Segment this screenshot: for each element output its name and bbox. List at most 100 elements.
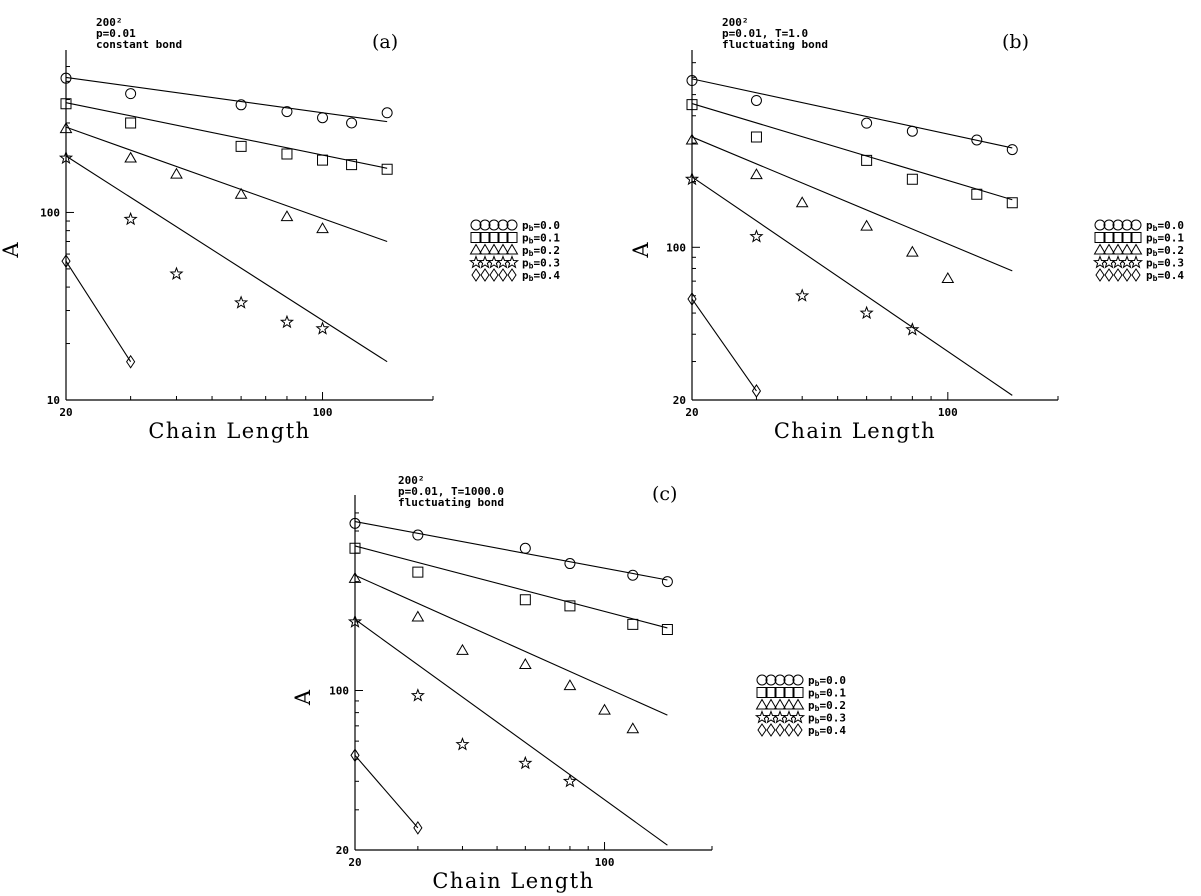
data-point-diamond — [350, 748, 360, 763]
legend-marker-circle — [506, 219, 518, 231]
legend-marker-circle — [470, 219, 482, 231]
legend-marker-triangle — [1129, 243, 1143, 255]
legend-marker-triangle — [487, 243, 501, 255]
legend-marker-circle — [488, 219, 500, 231]
data-point-square — [125, 117, 137, 129]
legend-marker-star — [772, 710, 788, 724]
legend-marker-star — [495, 255, 511, 269]
legend-marker-star — [790, 710, 806, 724]
x-tick-label: 20 — [685, 406, 698, 419]
legend-marker-circle — [1130, 219, 1142, 231]
data-point-star — [58, 150, 74, 165]
data-point-circle — [661, 576, 673, 588]
data-point-star — [455, 737, 470, 751]
y-tick-label: 10 — [47, 394, 60, 407]
fit-line-star — [65, 155, 388, 363]
legend-marker-circle — [1112, 219, 1124, 231]
data-point-circle — [1006, 144, 1018, 156]
data-point-triangle — [563, 679, 577, 691]
data-point-circle — [686, 75, 698, 87]
data-point-triangle — [124, 151, 137, 163]
annotation-line: 200² — [722, 16, 749, 29]
data-point-triangle — [170, 167, 183, 179]
legend-label: pb=0.4 — [522, 269, 560, 283]
data-point-circle — [412, 529, 424, 541]
x-axis-label: Chain Length — [432, 869, 594, 893]
data-point-square — [971, 188, 983, 200]
data-point-square — [861, 154, 873, 166]
data-point-triangle — [280, 210, 294, 222]
data-point-triangle — [316, 222, 329, 234]
fit-line-circle — [354, 521, 668, 581]
data-point-square — [381, 163, 393, 175]
data-point-star — [169, 266, 184, 280]
data-point-star — [795, 288, 810, 302]
data-point-triangle — [685, 133, 699, 145]
data-point-square — [281, 148, 293, 160]
y-axis-label: A — [629, 242, 653, 259]
data-point-square — [519, 594, 531, 606]
legend-marker-diamond — [1131, 268, 1141, 282]
panel-label: (b) — [1002, 31, 1029, 53]
data-point-circle — [281, 106, 293, 118]
data-point-star — [279, 314, 295, 329]
annotation-line: constant bond — [96, 38, 182, 51]
data-point-triangle — [795, 196, 809, 208]
x-tick-label: 20 — [348, 856, 361, 869]
legend-label: pb=0.3 — [808, 712, 846, 726]
data-point-square — [235, 140, 247, 152]
data-point-circle — [564, 558, 576, 570]
legend-marker-diamond — [507, 268, 517, 282]
data-point-circle — [381, 107, 393, 119]
data-point-triangle — [234, 187, 248, 199]
legend-label: pb=0.2 — [1146, 244, 1184, 258]
legend-marker-triangle — [478, 243, 492, 255]
legend-marker-triangle — [764, 698, 778, 710]
y-axis-label: A — [0, 242, 23, 259]
legend-marker-diamond — [784, 723, 794, 737]
legend-marker-diamond — [757, 723, 767, 737]
data-point-square — [564, 600, 576, 612]
data-point-triangle — [59, 122, 73, 134]
legend-marker-triangle — [1111, 243, 1125, 255]
legend-marker-diamond — [1122, 268, 1132, 282]
legend: pb=0.0pb=0.1pb=0.2pb=0.3pb=0.4 — [1092, 219, 1184, 283]
data-point-triangle — [626, 722, 640, 734]
data-point-circle — [906, 125, 918, 137]
data-point-star — [123, 211, 138, 226]
legend-marker-star — [1119, 255, 1135, 269]
legend-marker-diamond — [1104, 268, 1114, 282]
legend-marker-triangle — [1120, 243, 1134, 255]
fit-line-triangle — [691, 136, 1013, 272]
x-tick-label: 20 — [59, 406, 72, 419]
legend-marker-star — [1101, 255, 1117, 269]
legend-marker-diamond — [1113, 268, 1123, 282]
data-point-triangle — [348, 571, 362, 583]
legend-marker-star — [1110, 255, 1126, 269]
legend-marker-diamond — [480, 268, 490, 282]
legend-label: pb=0.0 — [522, 219, 560, 233]
legend-marker-circle — [1094, 219, 1106, 231]
fit-line-circle — [691, 78, 1013, 149]
data-point-square — [317, 154, 329, 166]
legend-marker-triangle — [782, 698, 796, 710]
legend-label: pb=0.1 — [522, 232, 560, 246]
fit-line-diamond — [691, 298, 757, 392]
fit-line-star — [691, 176, 1013, 396]
legend-marker-triangle — [1102, 243, 1116, 255]
data-point-star — [859, 305, 874, 320]
legend-marker-circle — [497, 219, 509, 231]
legend-marker-diamond — [489, 268, 499, 282]
annotation-line: 200² — [96, 16, 123, 29]
legend-marker-diamond — [766, 723, 776, 737]
data-point-diamond — [61, 254, 71, 269]
fit-line-diamond — [354, 754, 419, 829]
legend-marker-circle — [783, 674, 795, 686]
legend-label: pb=0.4 — [1146, 269, 1184, 283]
data-point-circle — [346, 117, 358, 129]
fit-line-square — [691, 103, 1013, 201]
legend-label: pb=0.0 — [808, 674, 846, 688]
annotation-line: p=0.01, T=1000.0 — [398, 485, 504, 498]
legend-marker-circle — [756, 674, 768, 686]
